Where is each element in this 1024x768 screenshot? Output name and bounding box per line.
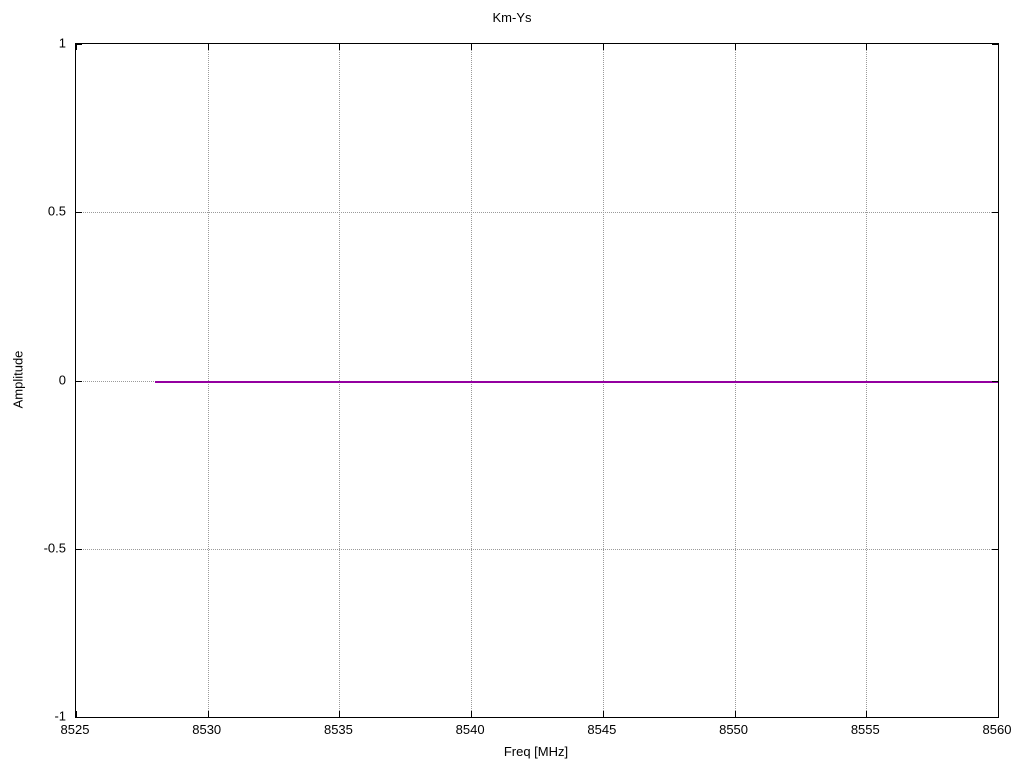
y-tick-mark: [992, 44, 998, 45]
x-axis-label: Freq [MHz]: [503, 744, 569, 759]
series-segment: [155, 380, 208, 383]
series-segment: [207, 380, 261, 383]
x-tick-mark: [76, 711, 77, 717]
x-tick-mark: [866, 711, 868, 717]
x-tick-mark: [602, 711, 604, 717]
y-tick-label: 0.5: [47, 203, 66, 219]
x-tick-mark: [602, 44, 604, 50]
y-tick-mark: [992, 380, 998, 382]
series-segment: [576, 380, 630, 383]
y-tick-mark: [992, 548, 998, 550]
y-tick-label: 0: [58, 372, 66, 387]
x-tick-mark: [471, 44, 473, 50]
series-segment: [365, 380, 419, 383]
y-tick-mark: [76, 212, 82, 214]
x-tick-label: 8540: [455, 722, 485, 737]
y-tick-mark: [76, 548, 82, 550]
y-tick-label: -1: [54, 708, 66, 724]
plot-inner: [76, 44, 998, 717]
x-tick-mark: [207, 44, 209, 50]
series-segment: [629, 380, 682, 383]
y-tick-mark: [992, 212, 998, 214]
x-tick-mark: [866, 44, 868, 50]
y-axis-label: Amplitude: [10, 350, 26, 409]
series-segment: [839, 380, 893, 383]
plot-area: [75, 43, 999, 718]
x-tick-mark: [76, 44, 77, 50]
series-segment: [418, 380, 472, 383]
x-tick-mark: [998, 711, 999, 717]
x-tick-mark: [734, 711, 736, 717]
x-tick-label: 8525: [60, 722, 90, 737]
y-tick-label: -0.5: [43, 540, 66, 556]
series-segment: [313, 380, 366, 383]
series-segment: [260, 380, 314, 383]
x-tick-label: 8545: [587, 722, 617, 737]
series-segment: [945, 380, 998, 383]
x-tick-mark: [339, 44, 341, 50]
x-tick-label: 8560: [982, 722, 1012, 737]
series-segment: [681, 380, 735, 383]
series-segment: [892, 380, 946, 383]
x-tick-label: 8535: [323, 722, 353, 737]
y-tick-mark: [76, 717, 82, 718]
x-tick-mark: [998, 44, 999, 50]
x-tick-mark: [207, 711, 209, 717]
y-tick-mark: [992, 717, 998, 718]
x-tick-label: 8550: [719, 722, 749, 737]
x-tick-label: 8555: [850, 722, 880, 737]
series-segment: [787, 380, 840, 383]
x-tick-mark: [734, 44, 736, 50]
series-segment: [734, 380, 788, 383]
y-tick-label: 1: [58, 35, 66, 51]
chart-title: Km-Ys: [492, 10, 532, 25]
series-segment: [471, 380, 524, 383]
x-tick-mark: [471, 711, 473, 717]
series-segment: [523, 380, 577, 383]
gridline-horizontal: [76, 548, 998, 550]
x-tick-mark: [339, 711, 341, 717]
y-tick-mark: [76, 380, 82, 382]
x-tick-label: 8530: [192, 722, 222, 737]
y-tick-mark: [76, 44, 82, 45]
gridline-horizontal: [76, 212, 998, 214]
